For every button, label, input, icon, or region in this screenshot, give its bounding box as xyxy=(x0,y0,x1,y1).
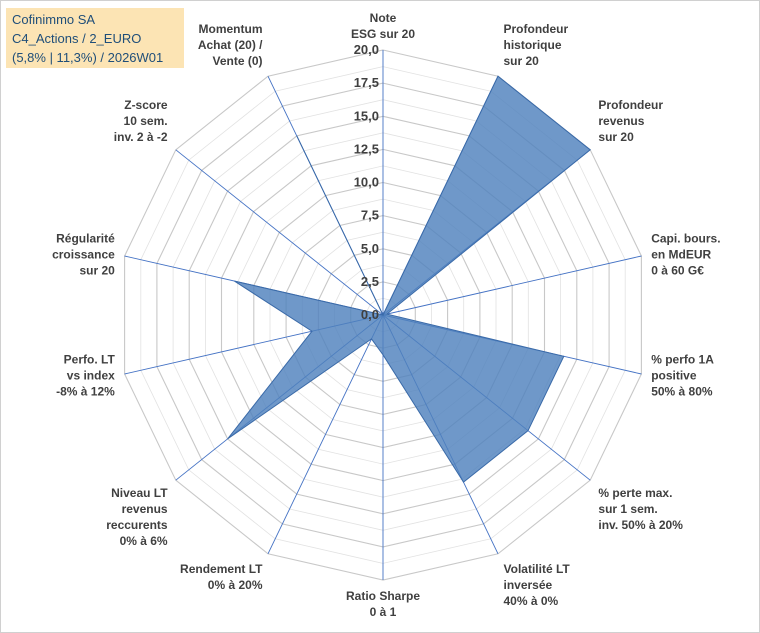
tick-label: 7,5 xyxy=(361,208,379,223)
radar-series xyxy=(227,75,591,483)
category-label: Perfo. LT vs index -8% à 12% xyxy=(56,353,115,399)
category-label: % perte max. sur 1 sem. inv. 50% à 20% xyxy=(598,486,683,532)
axis-spoke xyxy=(175,149,384,316)
category-label: Profondeur historique sur 20 xyxy=(504,22,569,68)
company-name: Cofinimmo SA xyxy=(12,12,96,27)
portfolio-line: C4_Actions / 2_EURO xyxy=(12,31,142,46)
category-label: Niveau LT revenus reccurents 0% à 6% xyxy=(106,486,168,548)
series-area xyxy=(227,75,591,483)
performance-line: (5,8% | 11,3%) / 2026W01 xyxy=(12,50,164,65)
category-label: Momentum Achat (20) / Vente (0) xyxy=(198,22,263,68)
category-label: Capi. bours. en MdEUR 0 à 60 G€ xyxy=(651,231,720,277)
category-label: Profondeur revenus sur 20 xyxy=(598,98,663,144)
category-label: Ratio Sharpe 0 à 1 xyxy=(346,589,420,619)
tick-label: 20,0 xyxy=(354,42,379,57)
category-label: Régularité croissance sur 20 xyxy=(52,231,115,277)
axis-spoke xyxy=(267,314,384,554)
radial-axis-ticks: 0,0 2,5 5,0 7,5 10,0 12,5 15,0 17,5 20,0 xyxy=(354,42,379,322)
category-label: Volatilité LT inversée 40% à 0% xyxy=(504,562,571,608)
tick-label: 2,5 xyxy=(361,274,379,289)
axis-spoke xyxy=(382,255,642,316)
category-label: % perfo 1A positive 50% à 80% xyxy=(651,353,714,399)
tick-label: 15,0 xyxy=(354,108,379,123)
category-label: Note ESG sur 20 xyxy=(351,11,415,41)
tick-label: 17,5 xyxy=(354,75,379,90)
category-label: Z-score 10 sem. inv. 2 à -2 xyxy=(114,98,168,144)
tick-label: 12,5 xyxy=(354,141,379,156)
tick-label: 0,0 xyxy=(361,307,379,322)
tick-label: 5,0 xyxy=(361,241,379,256)
tick-label: 10,0 xyxy=(354,175,379,190)
category-labels: Note ESG sur 20 Profondeur historique sur 20… xyxy=(52,11,720,619)
category-label: Rendement LT 0% à 20% xyxy=(180,562,263,592)
header-box: Cofinimmo SA C4_Actions / 2_EURO (5,8% |… xyxy=(6,8,184,68)
